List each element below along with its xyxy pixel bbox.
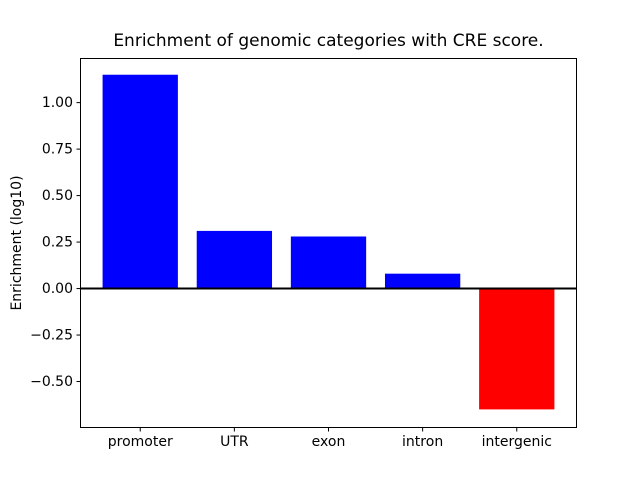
bar-promoter bbox=[102, 74, 178, 289]
x-tick-label-intergenic: intergenic bbox=[482, 434, 552, 450]
y-tick-label: 0.50 bbox=[42, 188, 73, 204]
y-tick-label: 0.00 bbox=[42, 281, 73, 297]
y-axis-label: Enrichment (log10) bbox=[9, 175, 25, 311]
plot-frame bbox=[80, 58, 577, 428]
bar-intergenic bbox=[479, 288, 555, 410]
bar-UTR bbox=[196, 230, 273, 289]
x-tick-label-exon: exon bbox=[312, 434, 346, 450]
bar-intron bbox=[384, 273, 461, 289]
y-tick-label: −0.50 bbox=[30, 374, 73, 390]
x-tick-label-promoter: promoter bbox=[108, 434, 173, 450]
y-tick-label: 0.25 bbox=[42, 235, 73, 251]
y-tick-label: 0.75 bbox=[42, 142, 73, 158]
y-tick-label: −0.25 bbox=[30, 328, 73, 344]
x-tick-label-UTR: UTR bbox=[220, 434, 249, 450]
chart-title: Enrichment of genomic categories with CR… bbox=[113, 31, 544, 51]
y-tick-label: 1.00 bbox=[42, 95, 73, 111]
bar-exon bbox=[290, 236, 367, 289]
x-tick-label-intron: intron bbox=[402, 434, 443, 450]
